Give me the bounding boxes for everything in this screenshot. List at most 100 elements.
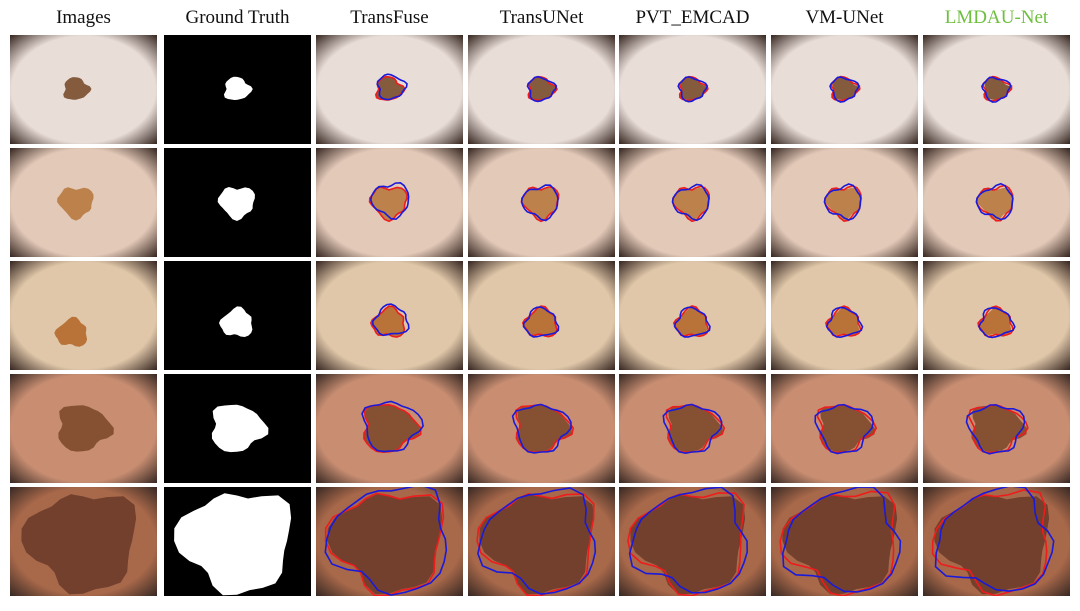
skin-lesion [327, 494, 443, 595]
skin-lesion [528, 77, 557, 100]
prediction-contour [371, 303, 410, 337]
cell-lmdau-net-row-2 [923, 148, 1070, 257]
lesion-mask [217, 187, 255, 221]
cell-lmdau-net-row-3 [923, 261, 1070, 370]
prediction-contour [526, 75, 558, 103]
prediction-contour [965, 404, 1026, 455]
cell-transfuse-row-1 [316, 35, 463, 144]
prediction-contour [677, 76, 709, 103]
dermoscopy-background [10, 261, 157, 370]
ground-truth-contour [324, 492, 445, 596]
skin-lesion [831, 77, 860, 100]
cell-ground-truth-row-3 [164, 261, 311, 370]
prediction-contour [781, 487, 902, 593]
cell-images-row-5 [10, 487, 157, 596]
skin-lesion [826, 306, 860, 337]
prediction-contour [376, 73, 408, 101]
ground-truth-contour [374, 75, 406, 101]
cell-pvt-emcad-row-4 [619, 374, 766, 483]
prediction-contour [324, 487, 448, 596]
prediction-contour [671, 183, 710, 222]
prediction-contour [975, 182, 1014, 221]
cell-images-row-4 [10, 374, 157, 483]
prediction-contour [369, 181, 410, 221]
cell-transfuse-row-3 [316, 261, 463, 370]
lesion-mask [219, 306, 253, 337]
prediction-contour [673, 306, 711, 338]
prediction-contour [825, 306, 864, 339]
cell-transunet-row-3 [468, 261, 615, 370]
skin-lesion [934, 494, 1050, 595]
cell-transunet-row-1 [468, 35, 615, 144]
lesion-mask [174, 493, 292, 596]
skin-lesion [376, 77, 405, 100]
cell-pvt-emcad-row-2 [619, 148, 766, 257]
skin-lesion [679, 77, 708, 100]
skin-lesion [782, 494, 898, 595]
column-header-transunet: TransUNet [499, 7, 584, 28]
cell-vm-unet-row-1 [771, 35, 918, 144]
skin-lesion [371, 306, 405, 337]
lesion-mask [211, 404, 269, 453]
cell-vm-unet-row-4 [771, 374, 918, 483]
cell-transfuse-row-4 [316, 374, 463, 483]
prediction-contour [477, 487, 597, 595]
ground-truth-contour [368, 186, 408, 223]
cell-transfuse-row-2 [316, 148, 463, 257]
cell-vm-unet-row-5 [771, 487, 918, 596]
skin-lesion [971, 405, 1027, 452]
skin-lesion [57, 187, 94, 221]
skin-lesion [674, 306, 708, 337]
cell-pvt-emcad-row-5 [619, 487, 766, 596]
cell-ground-truth-row-1 [164, 35, 311, 144]
cell-pvt-emcad-row-1 [619, 35, 766, 144]
column-header-images: Images [56, 7, 111, 28]
column-header-vm-unet: VM-UNet [805, 7, 884, 28]
cell-lmdau-net-row-4 [923, 374, 1070, 483]
prediction-contour [361, 400, 424, 453]
column-header-pvt-emcad: PVT_EMCAD [635, 7, 750, 28]
cell-ground-truth-row-4 [164, 374, 311, 483]
prediction-contour [628, 487, 749, 594]
skin-lesion [978, 306, 1012, 337]
column-header-lmdau-net: LMDAU-Net [944, 7, 1049, 28]
prediction-contour [934, 487, 1055, 592]
cell-transunet-row-4 [468, 374, 615, 483]
prediction-contour [829, 76, 860, 103]
cell-ground-truth-row-2 [164, 148, 311, 257]
skin-lesion [819, 405, 875, 452]
prediction-contour [823, 183, 862, 221]
cell-lmdau-net-row-5 [923, 487, 1070, 596]
cell-ground-truth-row-5 [164, 487, 311, 596]
skin-lesion [630, 494, 746, 595]
ground-truth-contour [931, 489, 1048, 596]
prediction-contour [978, 307, 1016, 339]
ground-truth-contour [779, 490, 896, 596]
prediction-contour [814, 403, 875, 455]
cell-transunet-row-2 [468, 148, 615, 257]
skin-lesion [54, 316, 88, 347]
prediction-contour [520, 184, 559, 222]
prediction-contour [511, 403, 572, 454]
ground-truth-contour [369, 305, 406, 338]
cell-vm-unet-row-3 [771, 261, 918, 370]
cell-transunet-row-5 [468, 487, 615, 596]
cell-images-row-1 [10, 35, 157, 144]
skin-lesion [983, 77, 1012, 100]
cell-images-row-3 [10, 261, 157, 370]
skin-lesion [479, 494, 595, 595]
cell-vm-unet-row-2 [771, 148, 918, 257]
cell-transfuse-row-5 [316, 487, 463, 596]
cell-lmdau-net-row-1 [923, 35, 1070, 144]
ground-truth-contour [816, 403, 878, 454]
column-header-transfuse: TransFuse [350, 7, 429, 28]
skin-lesion [63, 77, 92, 100]
column-header-ground-truth: Ground Truth [185, 7, 290, 28]
ground-truth-contour [967, 403, 1029, 454]
lesion-mask [223, 76, 253, 100]
cell-images-row-2 [10, 148, 157, 257]
cell-pvt-emcad-row-3 [619, 261, 766, 370]
prediction-contour [981, 76, 1012, 103]
skin-lesion [523, 306, 557, 337]
